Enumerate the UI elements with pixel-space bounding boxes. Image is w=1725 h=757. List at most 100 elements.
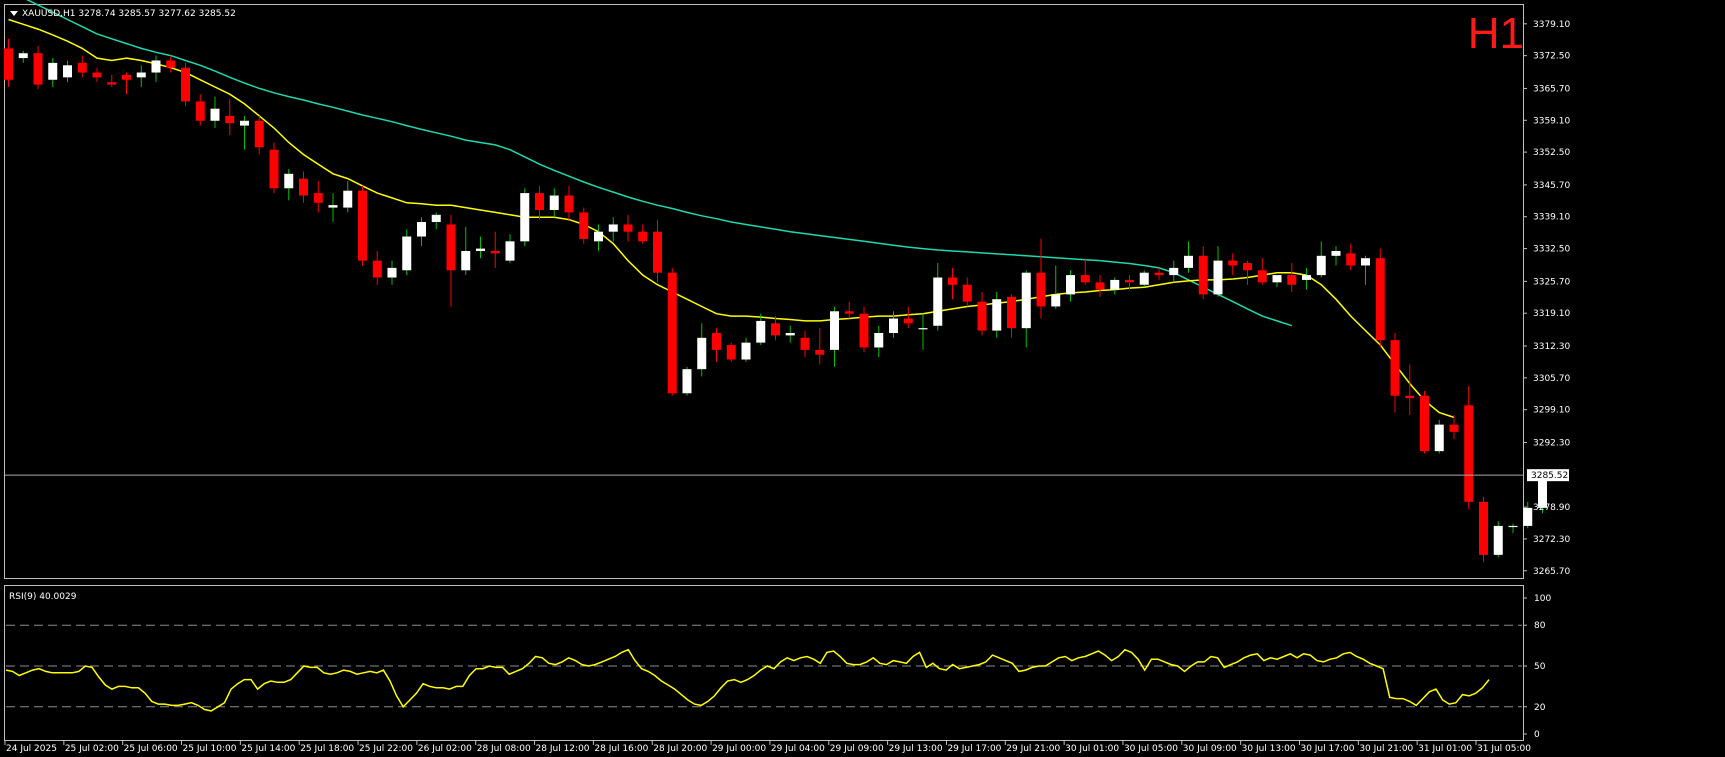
- candle: [579, 207, 589, 244]
- candle: [1508, 523, 1518, 534]
- candle-body: [1036, 272, 1046, 307]
- candle: [1302, 267, 1311, 290]
- candle-body: [1508, 525, 1518, 528]
- candle-body: [431, 214, 441, 223]
- candle-body: [1213, 260, 1223, 295]
- time-tick-label: 24 Jul 2025: [6, 744, 57, 754]
- candle: [1449, 414, 1459, 440]
- price-tick-label: 3292.30: [1533, 438, 1570, 448]
- slow-moving-average: [26, 0, 1293, 327]
- candle: [977, 291, 987, 336]
- candle-body: [608, 224, 618, 232]
- candle: [962, 277, 972, 307]
- symbol-ohlc-header: XAUUSD,H1 3278.74 3285.57 3277.62 3285.5…: [22, 9, 236, 19]
- fast-moving-average: [8, 18, 1455, 419]
- candle: [859, 306, 869, 353]
- candle: [372, 250, 382, 285]
- candle-body: [520, 193, 530, 242]
- candle: [1021, 270, 1031, 348]
- candle: [1479, 496, 1488, 563]
- candle: [1375, 248, 1385, 348]
- candle: [1198, 246, 1208, 300]
- candle: [1095, 275, 1105, 297]
- time-tick-label: 28 Jul 08:00: [477, 744, 531, 754]
- candle: [1316, 241, 1326, 278]
- candle-body: [151, 60, 161, 73]
- candle-body: [874, 332, 884, 348]
- time-tick-label: 25 Jul 10:00: [183, 744, 237, 754]
- time-tick-label: 29 Jul 00:00: [712, 744, 766, 754]
- candle-body: [962, 284, 972, 302]
- slow-ma-path: [26, 0, 1293, 327]
- time-tick-label: 30 Jul 13:00: [1242, 744, 1296, 754]
- candle-body: [18, 53, 28, 59]
- candle: [1139, 270, 1149, 288]
- candle-body: [107, 82, 117, 85]
- rsi-pane-frame: [4, 585, 1524, 741]
- price-tick-label: 3312.30: [1533, 342, 1570, 352]
- candle: [535, 185, 544, 220]
- time-axis: 24 Jul 2025 25 Jul 02:00 25 Jul 06:00 25 Ju…: [4, 741, 1531, 754]
- candle-body: [1169, 267, 1179, 276]
- candle: [328, 193, 338, 223]
- candle-body: [1021, 272, 1031, 329]
- time-tick-label: 26 Jul 02:00: [418, 744, 472, 754]
- candle: [402, 229, 412, 276]
- price-tick-label: 3379.10: [1533, 20, 1570, 30]
- candle: [874, 325, 884, 358]
- rsi-tick-label: 50: [1534, 662, 1546, 672]
- fast-ma-path: [8, 18, 1455, 419]
- candle: [756, 313, 766, 346]
- candle: [549, 188, 559, 218]
- candle-body: [417, 222, 426, 237]
- time-tick-label: 30 Jul 17:00: [1300, 744, 1354, 754]
- candle-body: [1287, 275, 1297, 285]
- candle: [815, 328, 825, 365]
- candle: [1257, 258, 1267, 285]
- candle-body: [1464, 405, 1474, 502]
- candle-body: [1493, 525, 1503, 555]
- candle-body: [1154, 272, 1164, 276]
- candle: [1493, 521, 1503, 558]
- candle: [844, 301, 854, 319]
- price-tick-label: 3278.90: [1533, 503, 1570, 513]
- candle-body: [505, 241, 515, 261]
- candle-body: [1434, 424, 1444, 452]
- candle-body: [269, 149, 279, 189]
- candle: [564, 185, 574, 220]
- candle: [1125, 275, 1134, 290]
- candle: [1434, 419, 1444, 454]
- candle-body: [1479, 501, 1488, 555]
- time-tick-label: 28 Jul 20:00: [653, 744, 707, 754]
- candle-body: [181, 67, 190, 102]
- candle: [461, 226, 471, 276]
- time-tick-label: 25 Jul 06:00: [124, 744, 178, 754]
- candle-body: [328, 205, 338, 208]
- candle-body: [579, 212, 589, 239]
- time-tick-label: 29 Jul 13:00: [889, 744, 943, 754]
- price-tick-label: 3365.70: [1533, 84, 1570, 94]
- symbol-dropdown-icon[interactable]: [10, 11, 18, 16]
- candle: [1331, 246, 1341, 266]
- current-price-tag: [1527, 469, 1569, 482]
- time-tick-label: 25 Jul 14:00: [241, 744, 295, 754]
- candle-body: [122, 74, 131, 80]
- candle-body: [1331, 250, 1341, 256]
- candle: [1287, 263, 1297, 292]
- price-tick-label: 3352.50: [1533, 148, 1570, 158]
- main-pane-frame: [4, 4, 1524, 579]
- candle: [417, 217, 426, 247]
- candle-body: [535, 193, 544, 210]
- candle: [520, 188, 530, 247]
- time-tick-label: 28 Jul 12:00: [536, 744, 590, 754]
- candle: [63, 60, 72, 83]
- candle-body: [726, 345, 736, 360]
- candle-body: [490, 250, 500, 254]
- time-tick-label: 28 Jul 16:00: [594, 744, 648, 754]
- candle: [1051, 265, 1061, 309]
- candle-body: [771, 323, 780, 336]
- candle: [608, 217, 618, 242]
- candle: [136, 65, 146, 87]
